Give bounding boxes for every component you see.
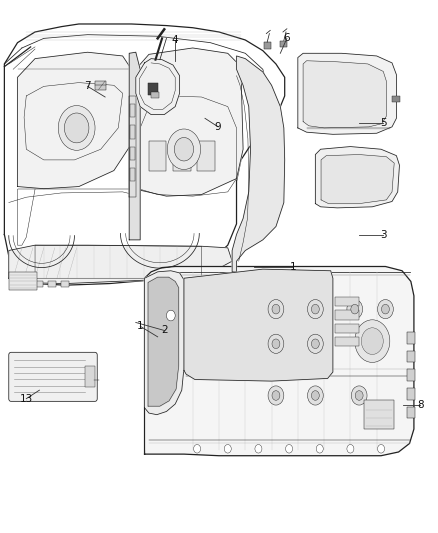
Bar xyxy=(151,92,159,98)
Circle shape xyxy=(174,138,194,161)
Bar xyxy=(35,281,43,287)
Circle shape xyxy=(307,386,323,405)
Circle shape xyxy=(58,106,95,150)
Polygon shape xyxy=(315,147,399,208)
Bar xyxy=(48,281,56,287)
Circle shape xyxy=(286,445,293,453)
Bar xyxy=(407,369,415,381)
Bar xyxy=(407,407,415,418)
Bar xyxy=(407,388,415,400)
Bar xyxy=(407,332,415,344)
Circle shape xyxy=(272,304,280,314)
Polygon shape xyxy=(232,56,285,272)
Circle shape xyxy=(311,339,319,349)
Circle shape xyxy=(166,310,175,321)
Circle shape xyxy=(268,300,284,319)
Bar xyxy=(130,104,135,117)
Polygon shape xyxy=(129,52,140,240)
Circle shape xyxy=(361,328,383,354)
Bar xyxy=(130,125,135,139)
Bar xyxy=(149,141,166,171)
Circle shape xyxy=(311,304,319,314)
Text: 3: 3 xyxy=(380,230,387,239)
Polygon shape xyxy=(321,155,394,204)
Bar xyxy=(130,168,135,181)
Polygon shape xyxy=(136,48,243,196)
Text: 4: 4 xyxy=(172,35,179,45)
Polygon shape xyxy=(145,266,414,456)
Text: 1: 1 xyxy=(137,321,144,331)
Polygon shape xyxy=(18,52,131,189)
Text: 2: 2 xyxy=(161,326,168,335)
Circle shape xyxy=(351,386,367,405)
Polygon shape xyxy=(303,61,386,128)
Polygon shape xyxy=(148,277,179,406)
Polygon shape xyxy=(136,59,180,115)
Polygon shape xyxy=(298,53,396,134)
Circle shape xyxy=(347,445,354,453)
Bar xyxy=(364,400,394,429)
Bar xyxy=(280,41,287,47)
Circle shape xyxy=(378,445,385,453)
Text: 6: 6 xyxy=(283,34,290,43)
Bar xyxy=(173,141,191,171)
Bar xyxy=(95,81,106,90)
Circle shape xyxy=(378,300,393,319)
Polygon shape xyxy=(145,271,184,450)
Bar xyxy=(22,281,30,287)
Bar xyxy=(85,366,95,387)
Circle shape xyxy=(272,391,280,400)
Circle shape xyxy=(167,129,201,169)
Circle shape xyxy=(381,304,389,314)
Bar xyxy=(148,83,158,95)
Bar xyxy=(335,297,359,306)
Text: 8: 8 xyxy=(417,400,424,410)
Circle shape xyxy=(355,320,390,362)
Bar xyxy=(335,310,359,320)
Polygon shape xyxy=(184,269,333,381)
Circle shape xyxy=(351,304,359,314)
Circle shape xyxy=(224,445,231,453)
Bar xyxy=(61,281,69,287)
Circle shape xyxy=(307,300,323,319)
FancyBboxPatch shape xyxy=(9,352,97,401)
Bar xyxy=(407,351,415,362)
Bar xyxy=(197,141,215,171)
Bar xyxy=(9,272,37,290)
Circle shape xyxy=(307,334,323,353)
Text: 7: 7 xyxy=(84,82,91,91)
Polygon shape xyxy=(9,245,232,284)
Text: 5: 5 xyxy=(380,118,387,127)
Bar xyxy=(335,337,359,346)
Text: 1: 1 xyxy=(290,262,297,271)
Bar xyxy=(130,147,135,160)
Text: 13: 13 xyxy=(20,394,33,403)
Circle shape xyxy=(347,300,363,319)
Bar xyxy=(392,96,400,102)
Circle shape xyxy=(268,386,284,405)
Circle shape xyxy=(194,445,201,453)
Circle shape xyxy=(355,391,363,400)
Text: 9: 9 xyxy=(215,122,222,132)
Bar xyxy=(264,42,271,49)
Bar xyxy=(335,324,359,333)
Circle shape xyxy=(311,391,319,400)
Circle shape xyxy=(268,334,284,353)
Circle shape xyxy=(64,113,89,143)
Circle shape xyxy=(255,445,262,453)
Circle shape xyxy=(272,339,280,349)
Circle shape xyxy=(316,445,323,453)
